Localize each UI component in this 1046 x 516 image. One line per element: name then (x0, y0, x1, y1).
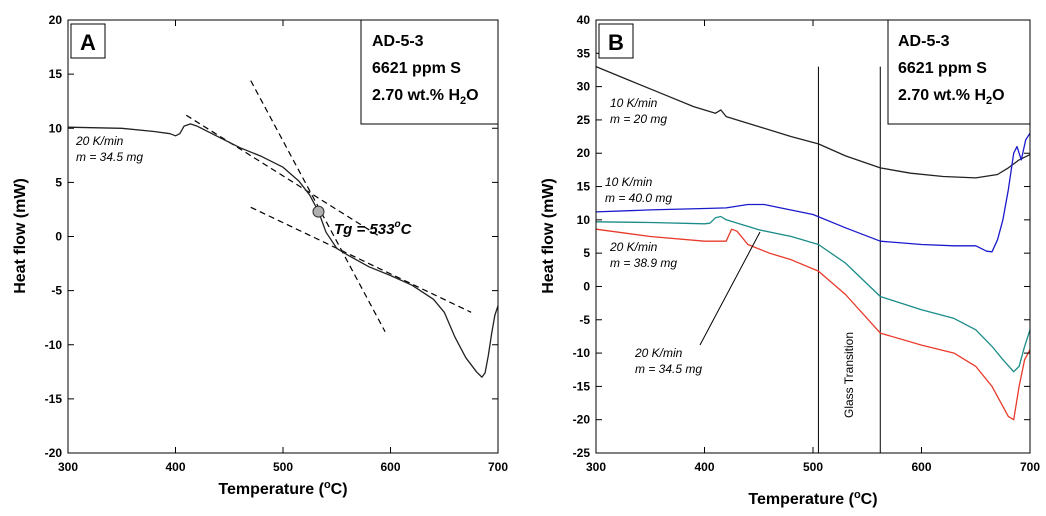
panel-a-series-rate-label: 20 K/min (75, 134, 124, 148)
panel-a-y-tick-label: -20 (45, 446, 63, 460)
panel-a-y-tick-label: -5 (51, 284, 62, 298)
panel-a-y-tick-label: -10 (45, 338, 63, 352)
panel-b-y-tick-label: -20 (573, 413, 591, 427)
panel-b-plot-frame (595, 19, 1031, 454)
panel-b-series2-mass-label: m = 40.0 mg (605, 191, 672, 205)
glass-transition-label: Glass Transition (842, 332, 856, 418)
panel-b-series4-rate-label: 20 K/min (634, 346, 683, 360)
panel-b-y-tick-label: -10 (573, 346, 591, 360)
panel-b-x-axis-title: Temperature (oC) (748, 489, 877, 508)
panel-b-y-tick-label: 10 (577, 213, 591, 227)
panel-b-series1-rate-label: 10 K/min (610, 96, 658, 110)
panel-a-y-tick-label: 20 (49, 13, 63, 27)
panel-b-x-tick-label: 400 (694, 460, 714, 474)
panel-b-info-box (887, 19, 1031, 125)
panel-b-y-tick-label: 30 (577, 80, 591, 94)
panel-b-y-tick-label: 25 (577, 113, 591, 127)
panel-b-y-tick-label: -5 (579, 313, 590, 327)
panel-a-x-tick-label: 500 (273, 460, 293, 474)
panel-b-series4-pointer-line (699, 231, 761, 346)
panel-b-series1-mass-label: m = 20 mg (610, 112, 667, 126)
panel-b-series-3-line (595, 215, 1031, 373)
tg-point-marker (312, 205, 325, 218)
panel-b-series-2-line (595, 132, 1031, 253)
panel-b-x-tick-label: 300 (586, 460, 606, 474)
panel-b-y-tick-label: -15 (573, 379, 591, 393)
panel-b-y-tick-label: 40 (577, 13, 591, 27)
tangent-line (185, 114, 381, 238)
panel-b-info-sample: AD-5-3 (898, 33, 950, 50)
panel-a-y-axis-title: Heat flow (mW) (12, 178, 29, 294)
panel-b-series-1-line (595, 65, 1031, 179)
panel-a-y-tick-label: 5 (55, 175, 62, 189)
panel-a-series-mass-label: m = 34.5 mg (76, 150, 143, 164)
tangent-line (250, 206, 472, 313)
panel-b-x-tick-label: 700 (1020, 460, 1040, 474)
panel-a-info-box (360, 19, 499, 125)
panel-b-ticks: 300 400 500 600 700 -25 -20 -15 -10 -5 0 5 10 15 20 25 3… (573, 13, 1041, 474)
panel-b-curves (595, 65, 1031, 421)
panel-b-y-tick-label: 20 (577, 146, 591, 160)
panel-b-x-tick-label: 500 (803, 460, 823, 474)
panel-b-info-sulfur: 6621 ppm S (898, 60, 987, 77)
panel-a-ticks: 300 400 500 600 700 -20 -15 -10 -5 0 5 10 15 20 (45, 13, 509, 474)
panel-a-y-tick-label: -15 (45, 392, 63, 406)
panel-a-plot-frame (67, 19, 499, 454)
panel-a-letter: A (80, 30, 96, 55)
panel-a-series-1-line (67, 123, 499, 378)
panel-b-series3-mass-label: m = 38.9 mg (610, 256, 677, 270)
panel-a-info-sample: AD-5-3 (372, 33, 424, 50)
panel-b-series2-rate-label: 10 K/min (605, 175, 653, 189)
panel-a-y-tick-label: 0 (55, 230, 62, 244)
panel-b-y-axis-title: Heat flow (mW) (540, 178, 557, 294)
panel-b-series-4-line (595, 228, 1031, 421)
panel-b-y-tick-label: 5 (583, 246, 590, 260)
panel-a-x-tick-label: 700 (488, 460, 508, 474)
panel-a-curves (67, 80, 499, 378)
panel-a-y-tick-label: 10 (49, 121, 63, 135)
panel-b-y-tick-label: -25 (573, 446, 591, 460)
panel-b-x-tick-label: 600 (911, 460, 931, 474)
panel-b-y-tick-label: 35 (577, 46, 591, 60)
panel-a-x-tick-label: 600 (380, 460, 400, 474)
panel-a-info-sulfur: 6621 ppm S (372, 60, 461, 77)
panel-a: 300 400 500 600 700 -20 -15 -10 -5 0 5 10 15 20 A AD-… (12, 13, 508, 498)
panel-b-series3-rate-label: 20 K/min (609, 240, 658, 254)
panel-a-x-tick-label: 300 (58, 460, 78, 474)
panel-b-series4-mass-label: m = 34.5 mg (635, 362, 702, 376)
panel-b-info-water: 2.70 wt.% H2O (898, 87, 1005, 107)
panel-a-y-tick-label: 15 (49, 67, 63, 81)
panel-a-x-tick-label: 400 (165, 460, 185, 474)
panel-b-letter-box (598, 23, 634, 59)
panel-b-y-tick-label: 0 (583, 279, 590, 293)
panel-a-letter-box (70, 23, 106, 59)
panel-b: 300 400 500 600 700 -25 -20 -15 -10 -5 0 5 10 15 20 25 3… (540, 13, 1040, 508)
panel-b-glass-transition-lines (817, 66, 881, 453)
panel-b-letter: B (608, 30, 624, 55)
panel-a-info-water: 2.70 wt.% H2O (372, 87, 479, 107)
panel-a-x-axis-title: Temperature (oC) (218, 479, 347, 498)
panel-b-y-tick-label: 15 (577, 180, 591, 194)
tg-label: Tg = 533oC (334, 219, 413, 238)
